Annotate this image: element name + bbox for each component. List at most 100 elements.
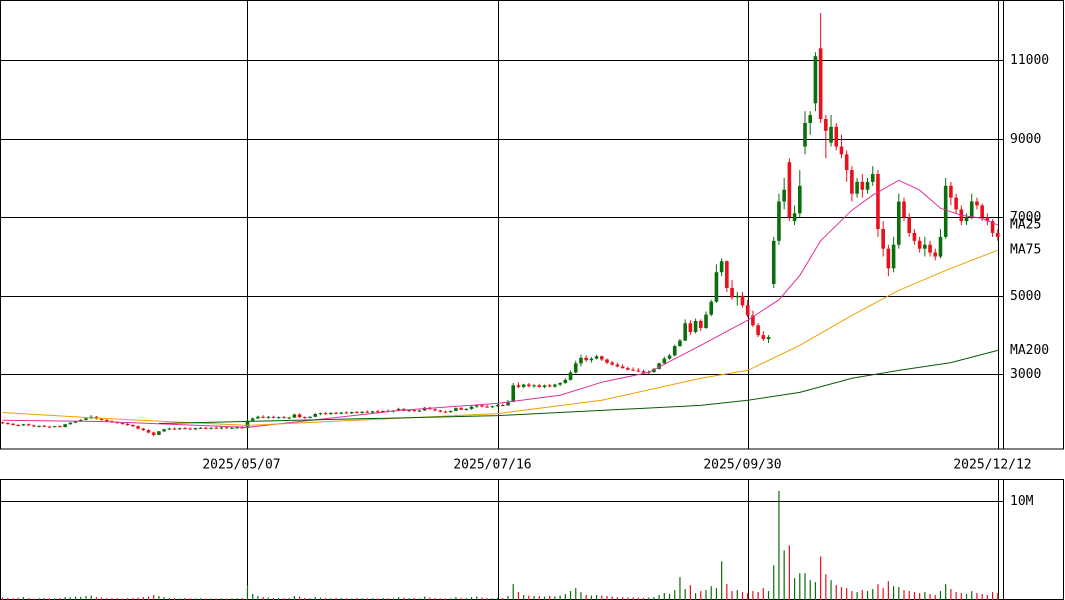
candle-body	[563, 379, 568, 384]
candle-body	[886, 248, 891, 269]
candle-body	[787, 162, 792, 218]
volume-bar	[616, 597, 619, 600]
volume-bar	[778, 490, 780, 600]
candle-body	[266, 416, 271, 418]
candle-body	[751, 315, 755, 326]
candle-body	[433, 409, 437, 411]
candle-body	[824, 119, 828, 131]
candle-body	[308, 416, 312, 418]
candle-body	[589, 358, 594, 361]
candle-body	[766, 337, 771, 340]
volume-bar	[241, 598, 243, 600]
volume-bar	[319, 597, 322, 600]
candle-body	[542, 385, 547, 387]
candle-body	[964, 217, 969, 222]
volume-bar	[679, 577, 681, 600]
volume-bar	[163, 597, 165, 600]
volume-bar	[496, 597, 499, 600]
candle-body	[193, 428, 198, 430]
candle-body	[188, 428, 192, 430]
volume-bar	[590, 595, 592, 600]
candle-body	[834, 126, 839, 147]
candle-body	[141, 428, 146, 431]
volume-bar	[549, 596, 551, 600]
volume-bar	[887, 581, 889, 600]
candle-body	[219, 427, 224, 429]
candle-body	[683, 323, 687, 341]
candle-body	[891, 244, 896, 269]
candle-body	[688, 323, 693, 332]
candle-body	[214, 427, 219, 429]
volume-bar	[559, 595, 561, 600]
volume-bar	[648, 597, 650, 600]
volume-bar	[54, 598, 56, 600]
volume-bar	[856, 592, 858, 600]
volume-bar	[601, 595, 603, 600]
volume-bar	[924, 592, 926, 600]
candle-body	[303, 417, 307, 419]
candle-body	[224, 427, 229, 429]
volume-bar	[278, 597, 280, 600]
volume-bar	[741, 592, 744, 600]
candle-body	[771, 240, 776, 285]
volume-bar	[413, 598, 415, 600]
candle-body	[803, 122, 807, 147]
volume-bar	[965, 594, 968, 600]
volume-bar	[564, 594, 566, 600]
candle-body	[808, 115, 813, 123]
volume-bar	[95, 597, 97, 600]
candle-body	[339, 412, 344, 414]
volume-bar	[22, 597, 25, 600]
candle-body	[777, 201, 781, 241]
volume-bar	[444, 598, 447, 600]
volume-bar	[788, 545, 790, 600]
volume-bar	[997, 593, 999, 600]
volume-bar	[387, 598, 389, 600]
candle-body	[626, 368, 630, 370]
volume-bar	[366, 598, 368, 600]
volume-bar	[142, 597, 144, 600]
volume-bar	[345, 598, 348, 600]
volume-bar	[246, 585, 249, 600]
volume-bar	[298, 596, 301, 600]
volume-bar	[736, 590, 738, 600]
candle-body	[579, 357, 583, 364]
x-tick-label: 2025/12/12	[953, 458, 1031, 473]
candle-body	[47, 426, 52, 428]
candle-body	[177, 428, 182, 430]
legend-label: MA25	[1010, 218, 1041, 233]
candle-body	[912, 232, 917, 241]
candle-body	[360, 411, 364, 413]
volume-bar	[820, 556, 822, 600]
candle-body	[355, 412, 359, 414]
volume-bar	[215, 598, 217, 600]
volume-bar	[121, 598, 124, 600]
volume-bar	[642, 597, 645, 600]
candle-body	[344, 412, 349, 414]
volume-bar	[950, 589, 952, 600]
volume-bar	[507, 596, 509, 600]
y-tick-label: 5000	[1010, 289, 1041, 304]
volume-bar	[929, 594, 931, 600]
candle-body	[68, 422, 73, 425]
y-tick-label: 7000	[1010, 210, 1041, 225]
candle-body	[11, 423, 15, 426]
volume-bar	[210, 598, 212, 600]
volume-bar	[543, 596, 546, 600]
candle-body	[605, 359, 609, 363]
volume-bar	[882, 588, 884, 600]
candle-body	[37, 425, 41, 427]
candle-body	[610, 362, 615, 365]
candle-body	[797, 185, 802, 214]
candle-body	[78, 419, 83, 422]
volume-bar	[220, 598, 223, 600]
volume-bar	[231, 598, 233, 600]
candle-body	[511, 385, 516, 402]
volume-bar	[903, 590, 905, 600]
volume-bar	[80, 596, 82, 600]
candle-body	[943, 185, 948, 237]
volume-bar	[502, 598, 504, 600]
volume-bar	[189, 598, 191, 600]
volume-bar	[981, 594, 983, 600]
candle-body	[183, 428, 187, 430]
